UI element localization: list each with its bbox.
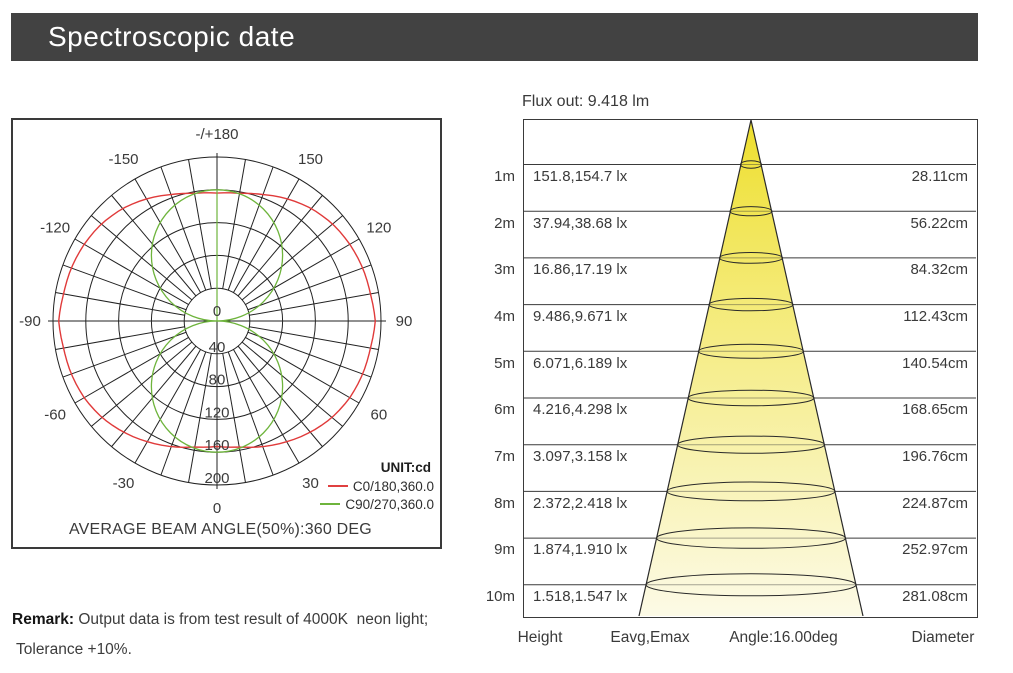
eavg-emax-value: 3.097,3.158 lx [533,448,628,465]
cone-row-3m: 3m 16.86,17.19 lx 84.32cm [0,261,1013,279]
footer-beam-angle-label: Angle:16.00deg [729,629,838,646]
height-label: 2m [494,215,515,232]
svg-text:150: 150 [298,151,323,168]
svg-text:-90: -90 [19,313,41,330]
eavg-emax-value: 1.518,1.547 lx [533,588,628,605]
svg-text:30: 30 [302,475,319,492]
eavg-emax-value: 151.8,154.7 lx [533,168,628,185]
diameter-value: 281.08cm [902,588,968,605]
height-label: 6m [494,401,515,418]
legend-unit-label: UNIT:cd [380,460,431,475]
eavg-emax-value: 9.486,9.671 lx [533,308,628,325]
eavg-emax-value: 37.94,38.68 lx [533,215,628,232]
cone-row-6m: 6m 4.216,4.298 lx 168.65cm [0,401,1013,419]
footer-diameter-label: Diameter [911,629,975,646]
diameter-value: 56.22cm [910,215,968,232]
remark-text: Output data is from test result of 4000K… [74,610,429,628]
eavg-emax-value: 16.86,17.19 lx [533,261,628,278]
eavg-emax-value: 1.874,1.910 lx [533,541,628,558]
svg-text:-/+180: -/+180 [196,126,239,143]
cone-diagram-chart [524,120,976,616]
footer-eavg-emax-label: Eavg,Emax [610,629,690,646]
legend-c90-label: C90/270,360.0 [345,496,434,512]
diameter-value: 252.97cm [902,541,968,558]
cone-row-4m: 4m 9.486,9.671 lx 112.43cm [0,308,1013,326]
diameter-value: 168.65cm [902,401,968,418]
cone-diagram-box [523,119,978,618]
cone-row-8m: 8m 2.372,2.418 lx 224.87cm [0,495,1013,513]
height-label: 4m [494,308,515,325]
diameter-value: 84.32cm [910,261,968,278]
svg-text:120: 120 [366,220,391,237]
title-bar: Spectroscopic date [11,13,978,61]
svg-text:40: 40 [209,339,226,356]
svg-text:-60: -60 [44,407,66,424]
diameter-value: 112.43cm [903,308,968,325]
diameter-value: 224.87cm [902,495,968,512]
cone-row-10m: 10m 1.518,1.547 lx 281.08cm [0,588,1013,606]
legend-row-c0: C0/180,360.0 [320,477,434,495]
polar-distribution-panel: 0 30 60 90 120 150 -/+180 -30 -60 -90 -120 -150 0 40 8… [11,118,442,549]
svg-text:160: 160 [204,437,229,454]
svg-text:120: 120 [204,404,229,421]
cone-row-7m: 7m 3.097,3.158 lx 196.76cm [0,448,1013,466]
page-title: Spectroscopic date [48,21,296,52]
height-label: 9m [494,541,515,558]
polar-legend: UNIT:cd C0/180,360.0 C90/270,360.0 [320,460,434,513]
diameter-value: 196.76cm [902,448,968,465]
flux-out-label: Flux out: 9.418 lm [522,93,650,110]
svg-text:-150: -150 [108,151,138,168]
footer-height-label: Height [517,629,563,646]
remark-line-1: Remark: Output data is from test result … [12,611,428,629]
eavg-emax-value: 4.216,4.298 lx [533,401,628,418]
cone-row-1m: 1m 151.8,154.7 lx 28.11cm [0,168,1013,186]
cone-row-2m: 2m 37.94,38.68 lx 56.22cm [0,215,1013,233]
remark-label: Remark: [12,610,75,628]
svg-text:200: 200 [204,470,229,487]
legend-c0-label: C0/180,360.0 [352,478,434,494]
remark-line-2: Tolerance +10%. [16,640,132,658]
beam-angle-caption: AVERAGE BEAM ANGLE(50%):360 DEG [69,521,372,538]
height-label: 8m [494,495,515,512]
svg-text:0: 0 [213,500,221,517]
cone-row-9m: 9m 1.874,1.910 lx 252.97cm [0,541,1013,559]
c0-line-swatch [327,485,348,487]
svg-text:0: 0 [213,303,221,320]
height-label: 10m [485,588,515,605]
polar-distribution-chart: 0 30 60 90 120 150 -/+180 -30 -60 -90 -120 -150 0 40 8… [19,126,413,517]
height-label: 3m [494,261,515,278]
svg-text:90: 90 [396,313,413,330]
diameter-value: 28.11cm [911,168,968,185]
legend-row-c90: C90/270,360.0 [320,495,434,513]
diameter-value: 140.54cm [902,355,968,372]
svg-text:80: 80 [209,372,226,389]
cone-row-5m: 5m 6.071,6.189 lx 140.54cm [0,355,1013,373]
eavg-emax-value: 2.372,2.418 lx [533,495,628,512]
height-label: 1m [494,168,515,185]
eavg-emax-value: 6.071,6.189 lx [533,355,628,372]
svg-text:-30: -30 [113,475,135,492]
c90-line-swatch [320,503,341,505]
svg-text:60: 60 [371,407,388,424]
height-label: 7m [494,448,515,465]
svg-text:-120: -120 [40,220,70,237]
height-label: 5m [494,355,515,372]
